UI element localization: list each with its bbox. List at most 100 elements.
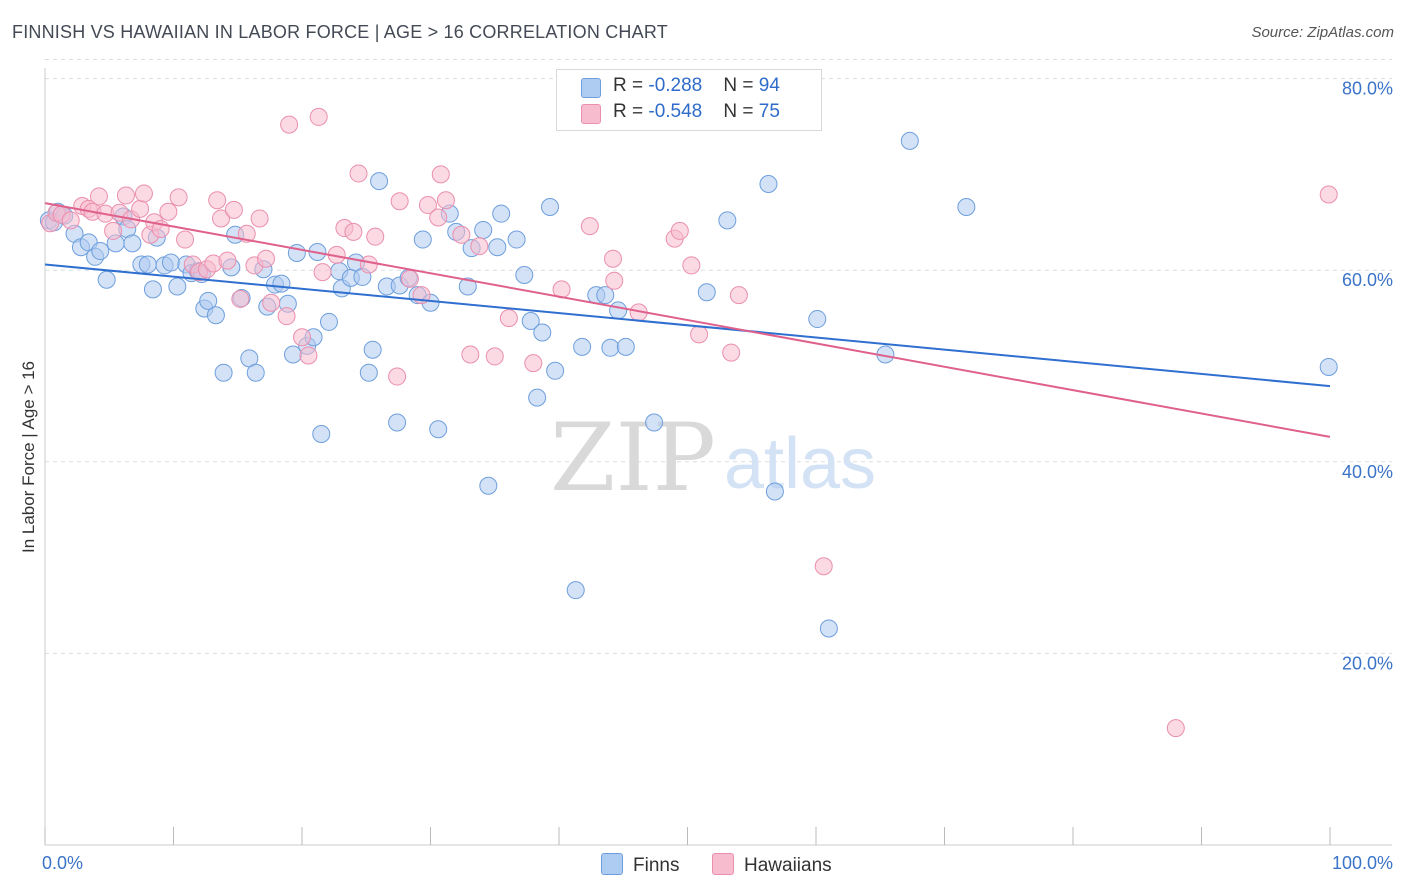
finns-point-86 <box>718 211 737 230</box>
source-credit: Source: ZipAtlas.com <box>1251 24 1394 41</box>
finns-point-85 <box>697 283 716 302</box>
finns-point-61 <box>429 420 448 439</box>
y-tick-label-20: 20.0% <box>1342 653 1393 673</box>
hawaiians-point-9 <box>104 221 123 240</box>
hawaiians-point-47 <box>388 367 407 386</box>
finns-point-64 <box>458 277 477 296</box>
hawaiians-legend-swatch <box>712 853 734 875</box>
hawaiians-point-58 <box>485 347 504 366</box>
hawaiians-point-55 <box>452 225 471 244</box>
hawaiians-point-36 <box>280 115 299 134</box>
finns-trend-line <box>44 263 1331 388</box>
finns-point-73 <box>528 388 547 407</box>
finns-point-8 <box>91 242 110 261</box>
finns-point-37 <box>272 274 291 293</box>
finns-point-52 <box>363 340 382 359</box>
finns-point-53 <box>370 172 389 191</box>
watermark-atlas: atlas <box>724 424 876 504</box>
axis-labels: 20.0% 40.0% 60.0% 80.0% 0.0% 100.0% In Labor F… <box>19 79 1393 873</box>
finns-point-45 <box>319 312 338 331</box>
finns-point-9 <box>97 270 116 289</box>
hawaiians-r-label: R = <box>613 101 649 122</box>
hawaiians-point-26 <box>212 209 231 228</box>
hawaiians-point-71 <box>729 286 748 305</box>
finns-point-84 <box>645 413 664 432</box>
hawaiians-point-34 <box>262 293 281 312</box>
hawaiians-point-14 <box>134 184 153 203</box>
hawaiians-point-59 <box>499 309 518 328</box>
finns-point-71 <box>515 265 534 284</box>
hawaiians-point-72 <box>814 557 833 576</box>
finns-point-33 <box>246 363 265 382</box>
hawaiians-point-11 <box>116 186 135 205</box>
hawaiians-point-25 <box>208 191 227 210</box>
finns-point-69 <box>492 204 511 223</box>
finns-r-value: -0.288 <box>648 75 703 96</box>
finns-point-93 <box>957 197 976 216</box>
finns-point-89 <box>819 619 838 638</box>
hawaiians-point-52 <box>429 208 448 227</box>
hawaiians-point-29 <box>231 289 250 308</box>
hawaiians-point-7 <box>89 187 108 206</box>
finns-point-55 <box>388 413 407 432</box>
finns-point-75 <box>541 197 560 216</box>
finns-point-82 <box>609 301 628 320</box>
finns-point-15 <box>138 255 157 274</box>
hawaiians-point-60 <box>524 354 543 373</box>
x-tick-label-min: 0.0% <box>42 853 83 873</box>
finns-point-92 <box>900 131 919 150</box>
chart-title: FINNISH VS HAWAIIAN IN LABOR FORCE | AGE… <box>12 22 668 42</box>
watermark-zip: ZIP <box>550 404 716 513</box>
hawaiians-point-64 <box>605 271 624 290</box>
hawaiians-point-49 <box>400 269 419 288</box>
finns-point-28 <box>214 363 233 382</box>
hawaiians-swatch <box>581 104 601 124</box>
finns-point-44 <box>312 425 331 444</box>
hawaiians-point-32 <box>250 209 269 228</box>
finns-n-label: N = <box>723 75 759 96</box>
finns-point-16 <box>143 280 162 299</box>
hawaiians-point-70 <box>722 343 741 362</box>
hawaiians-point-33 <box>257 249 276 268</box>
hawaiians-point-3 <box>61 211 80 230</box>
hawaiians-point-46 <box>366 227 385 246</box>
hawaiians-point-37 <box>293 328 311 347</box>
finns-point-90 <box>808 310 827 329</box>
finns-point-80 <box>596 286 615 305</box>
finns-point-77 <box>566 581 585 600</box>
finns-legend-swatch <box>601 853 623 875</box>
trend-lines <box>44 202 1331 438</box>
hawaiians-point-27 <box>218 251 237 270</box>
hawaiians-point-74 <box>1319 185 1338 204</box>
series-hawaiians <box>41 107 1338 738</box>
y-axis-title: In Labor Force | Age > 16 <box>19 361 38 553</box>
hawaiians-point-20 <box>176 230 195 249</box>
hawaiians-point-67 <box>670 221 689 240</box>
hawaiians-r-value: -0.548 <box>648 101 703 122</box>
hawaiians-point-30 <box>237 224 256 243</box>
finns-swatch <box>581 78 601 98</box>
hawaiians-point-28 <box>224 200 243 219</box>
finns-point-27 <box>206 306 225 325</box>
hawaiians-point-48 <box>390 192 409 211</box>
hawaiians-point-44 <box>349 164 368 183</box>
finns-point-76 <box>546 361 565 380</box>
hawaiians-point-19 <box>169 188 188 207</box>
hawaiians-point-54 <box>436 191 455 210</box>
finns-point-66 <box>474 220 493 239</box>
hawaiians-point-69 <box>690 325 709 344</box>
finns-point-88 <box>765 482 784 501</box>
hawaiians-point-13 <box>131 199 150 218</box>
hawaiians-point-73 <box>1166 719 1185 738</box>
y-tick-label-40: 40.0% <box>1342 462 1393 482</box>
hawaiians-point-39 <box>309 107 328 126</box>
hawaiians-point-57 <box>470 237 489 256</box>
hawaiians-point-51 <box>418 196 437 215</box>
hawaiians-point-40 <box>313 263 332 282</box>
hawaiians-legend-label: Hawaiians <box>744 855 832 876</box>
correlation-legend: R = -0.288 N = 94 R = -0.548 N = 75 <box>556 69 822 131</box>
finns-point-13 <box>123 234 142 253</box>
zipatlas-watermark: ZIP atlas <box>550 404 876 513</box>
finns-point-68 <box>488 238 507 257</box>
